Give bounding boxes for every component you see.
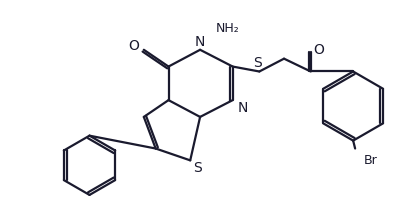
Text: O: O — [129, 39, 139, 53]
Text: O: O — [313, 43, 324, 57]
Text: Br: Br — [364, 154, 378, 167]
Text: N: N — [238, 101, 248, 115]
Text: N: N — [195, 35, 205, 49]
Text: S: S — [253, 56, 262, 70]
Text: NH₂: NH₂ — [216, 22, 240, 34]
Text: S: S — [193, 161, 201, 175]
